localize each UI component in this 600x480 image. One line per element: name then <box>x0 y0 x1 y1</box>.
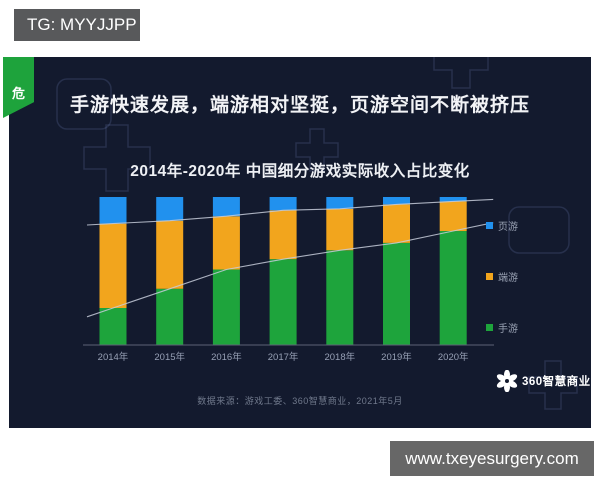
bar-segment-手游 <box>439 231 467 345</box>
slide: 危 手游快速发展，端游相对坚挺，页游空间不断被挤压 2014年-2020年 中国… <box>3 57 591 428</box>
x-axis-label: 2017年 <box>268 351 299 363</box>
bar-segment-页游 <box>439 197 467 202</box>
source-note: 数据来源：游戏工委、360智慧商业，2021年5月 <box>197 396 403 406</box>
legend-label: 手游 <box>498 324 518 335</box>
url-watermark-badge: www.txeyesurgery.com <box>390 441 594 476</box>
brand-logo: 360智慧商业 <box>496 370 591 392</box>
tg-watermark-badge: TG: MYYJJPP <box>14 9 140 41</box>
bar-segment-端游 <box>326 208 354 251</box>
bar-segment-页游 <box>99 197 127 224</box>
x-axis-label: 2014年 <box>98 351 129 363</box>
bar-segment-手游 <box>99 308 127 345</box>
bar-segment-端游 <box>99 223 127 308</box>
bar-segment-手游 <box>156 288 184 345</box>
bar-segment-手游 <box>383 242 410 345</box>
bar-segment-手游 <box>326 250 354 345</box>
x-axis-label: 2015年 <box>154 351 185 363</box>
bar-segment-端游 <box>269 210 297 260</box>
url-watermark-text: www.txeyesurgery.com <box>405 448 579 468</box>
bar-segment-端游 <box>156 220 184 289</box>
chart-title: 2014年-2020年 中国细分游戏实际收入占比变化 <box>130 163 470 180</box>
legend-item-手游: 手游 <box>486 320 518 335</box>
brand-name: 360智慧商业 <box>522 376 591 388</box>
legend-label: 页游 <box>498 222 518 233</box>
danger-tab-label: 危 <box>11 86 25 101</box>
x-axis-label: 2018年 <box>324 351 355 363</box>
bar-segment-端游 <box>439 201 467 232</box>
x-axis-label: 2019年 <box>381 351 412 363</box>
stacked-bar-chart: 2014年 2015年 2016年 2017年 2018年 2019年 2020年 <box>83 197 494 363</box>
legend-swatch-icon <box>486 273 493 280</box>
x-axis-label: 2020年 <box>438 351 469 363</box>
bar-segment-页游 <box>269 197 297 211</box>
slide-heading: 手游快速发展，端游相对坚挺，页游空间不断被挤压 <box>69 95 530 116</box>
bar-segment-端游 <box>383 204 410 243</box>
legend-item-页游: 页游 <box>486 218 518 233</box>
bar-segment-页游 <box>156 197 184 221</box>
legend-label: 端游 <box>498 273 518 284</box>
bar-segment-端游 <box>212 216 240 270</box>
tg-watermark-text: TG: MYYJJPP <box>27 15 137 34</box>
trend-line-1 <box>86 198 494 226</box>
bar-segment-手游 <box>212 269 240 345</box>
chart-legend: 页游 端游 手游 <box>486 218 518 335</box>
legend-swatch-icon <box>486 222 493 229</box>
bar-segment-页游 <box>326 197 354 209</box>
bar-segment-页游 <box>212 197 240 217</box>
bar-segment-页游 <box>383 197 410 205</box>
trend-line-0 <box>86 222 494 318</box>
legend-item-端游: 端游 <box>486 269 518 284</box>
legend-swatch-icon <box>486 324 493 331</box>
bar-segment-手游 <box>269 259 297 345</box>
360-logo-flower-icon <box>496 370 518 392</box>
x-axis-label: 2016年 <box>211 351 242 363</box>
